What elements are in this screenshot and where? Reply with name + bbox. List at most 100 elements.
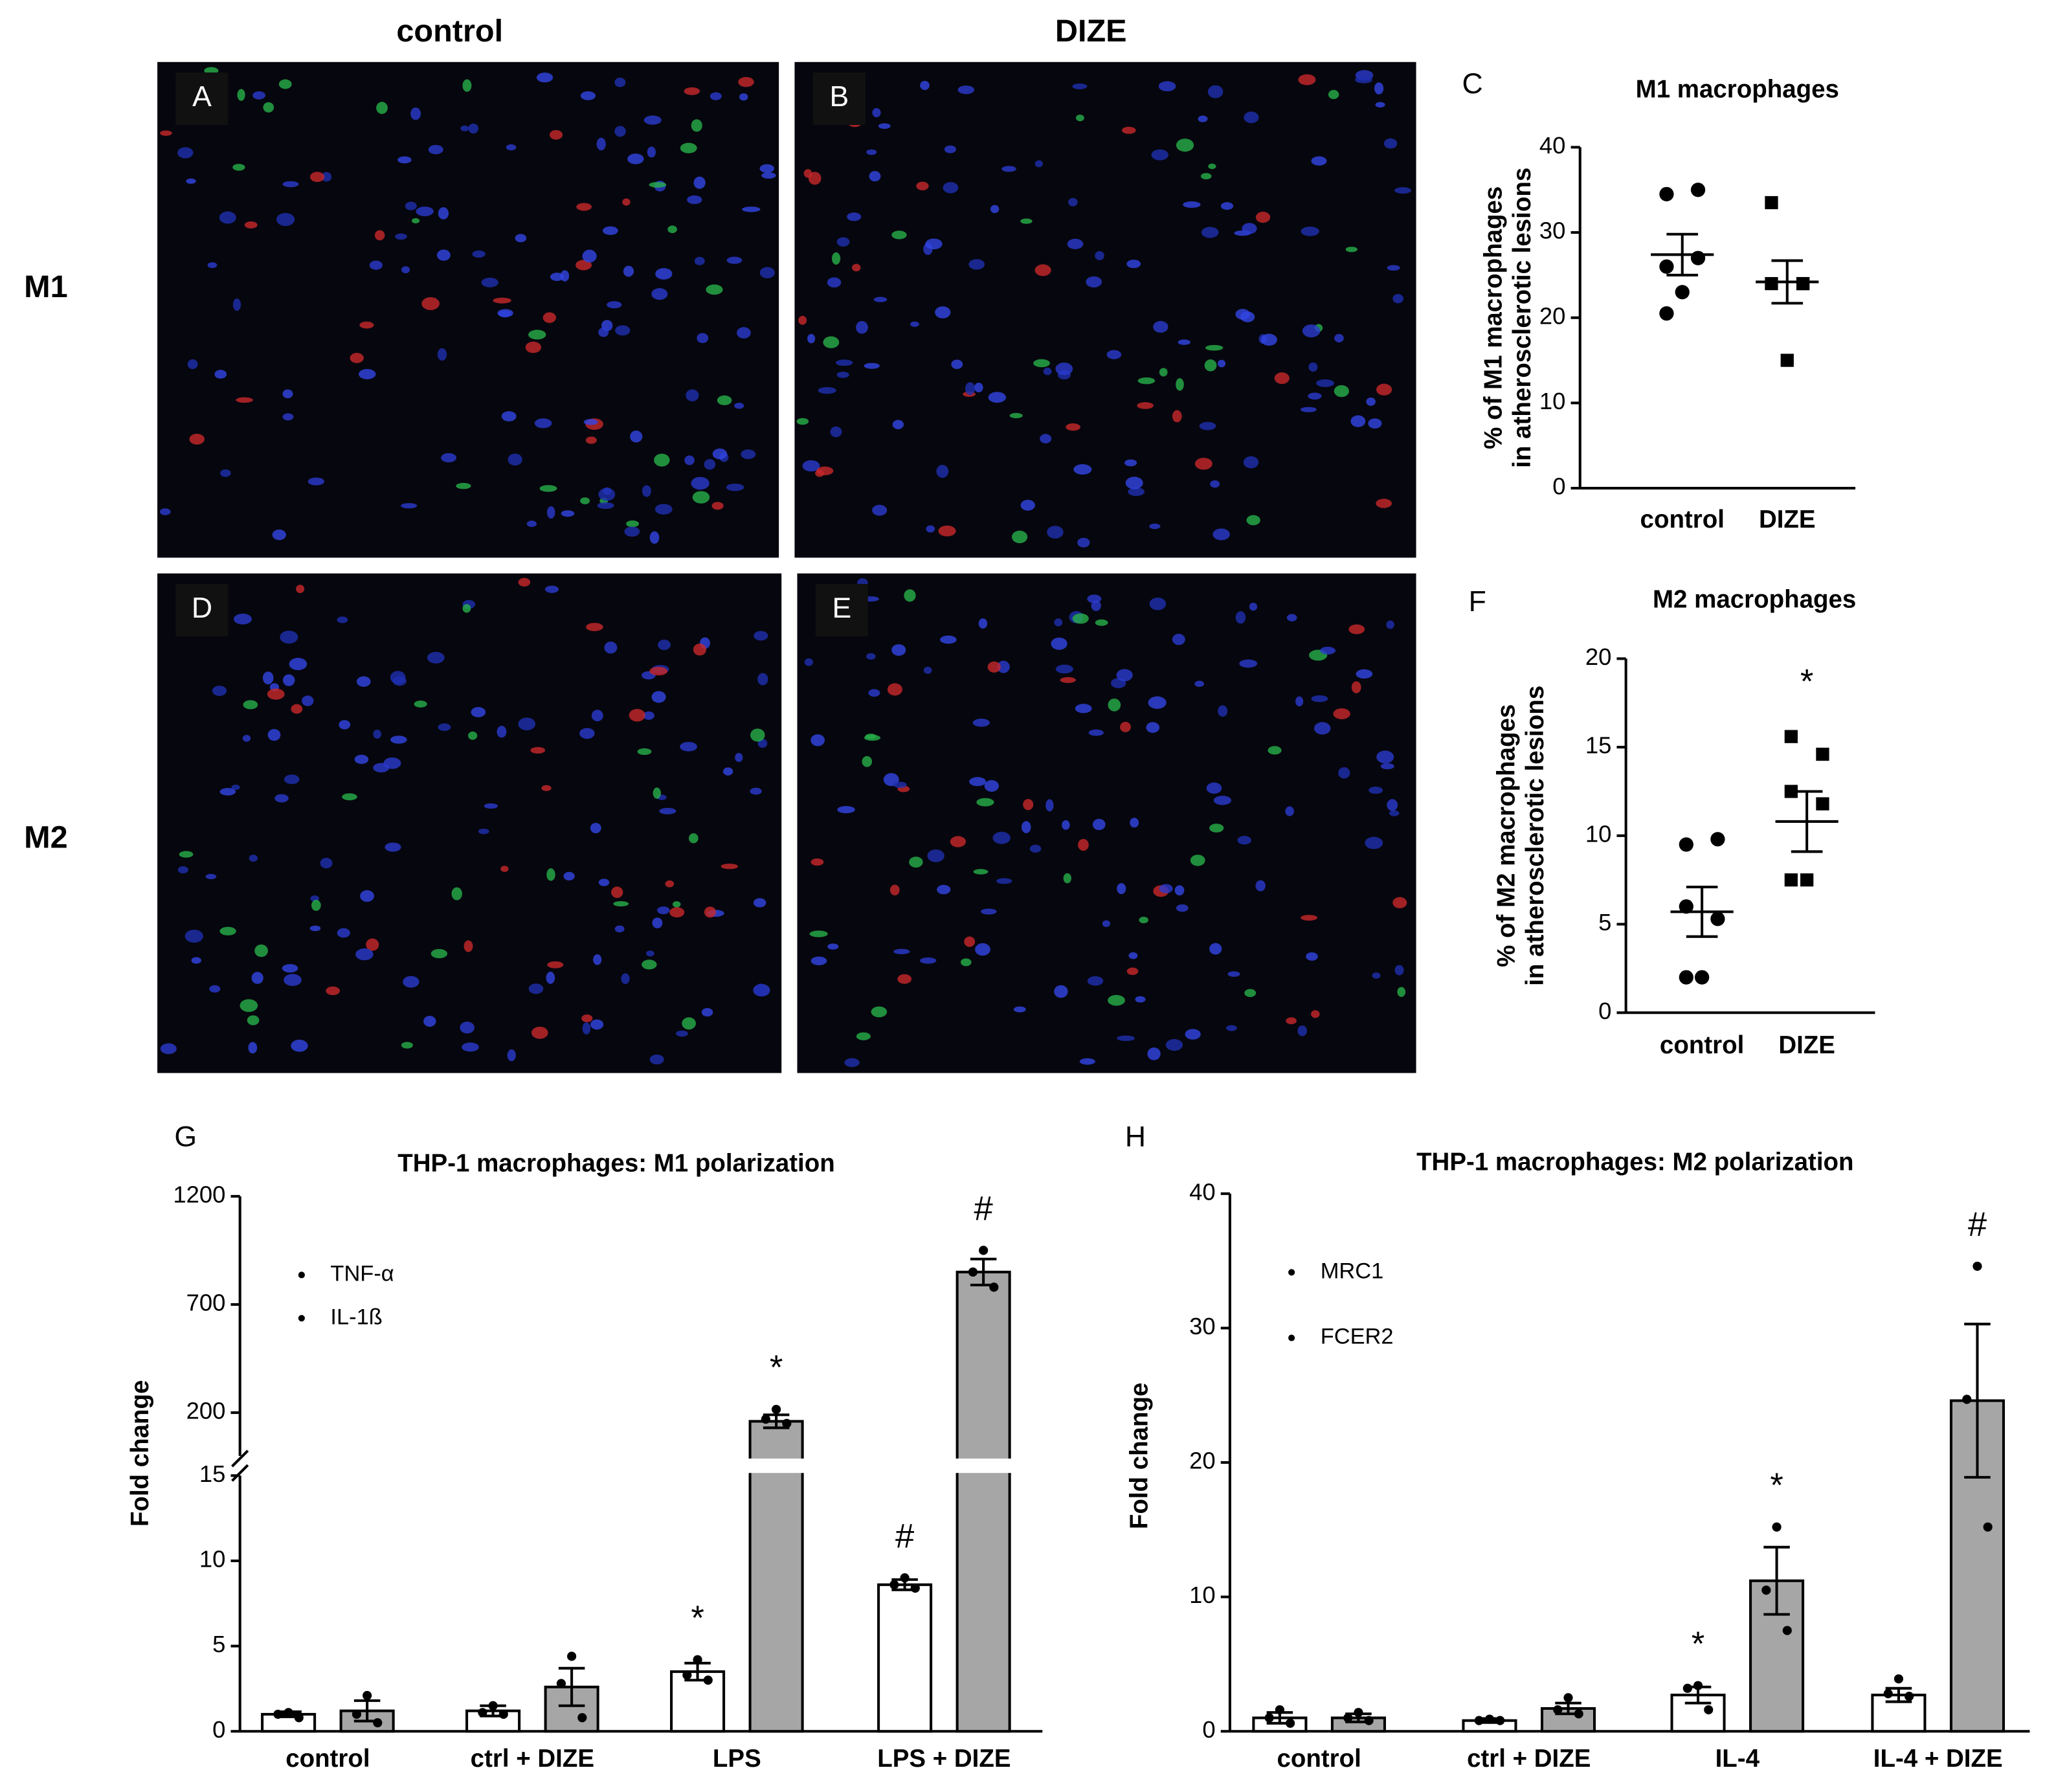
cell bbox=[856, 320, 868, 334]
cell bbox=[534, 418, 552, 429]
cell bbox=[1148, 696, 1167, 709]
cell bbox=[401, 266, 410, 274]
cell bbox=[403, 976, 419, 988]
cell bbox=[596, 137, 606, 151]
cell bbox=[1116, 669, 1133, 682]
cell bbox=[697, 333, 709, 343]
cell bbox=[1380, 763, 1394, 770]
cell bbox=[296, 585, 305, 594]
cell bbox=[836, 237, 850, 247]
cell bbox=[992, 831, 1011, 844]
cell bbox=[1087, 976, 1104, 986]
cell bbox=[1185, 1029, 1201, 1040]
cell bbox=[189, 433, 205, 445]
cell bbox=[893, 948, 910, 954]
cell bbox=[669, 907, 685, 918]
cell bbox=[464, 940, 473, 952]
cell bbox=[691, 476, 710, 490]
cell bbox=[528, 983, 544, 994]
y-tick-label: 10 bbox=[1189, 1582, 1216, 1608]
cell bbox=[1334, 333, 1344, 342]
cell bbox=[739, 93, 748, 101]
y-tick-label: 40 bbox=[1189, 1178, 1216, 1205]
cell bbox=[1348, 624, 1365, 634]
cell bbox=[1151, 149, 1168, 161]
cell bbox=[1351, 681, 1361, 693]
x-tick-label: ctrl + DIZE bbox=[471, 1745, 594, 1773]
cell bbox=[827, 277, 842, 288]
cell bbox=[430, 948, 448, 959]
annotation: * bbox=[1770, 1466, 1783, 1505]
cell bbox=[583, 419, 598, 425]
data-point bbox=[478, 1708, 487, 1718]
cell bbox=[1072, 83, 1088, 89]
panel-letter: F bbox=[1469, 586, 1486, 618]
column-label: DIZE bbox=[1055, 14, 1127, 49]
cell bbox=[649, 531, 660, 544]
cell bbox=[581, 1014, 593, 1022]
cell bbox=[160, 1043, 177, 1055]
y-tick-label: 10 bbox=[1585, 820, 1612, 847]
cell bbox=[526, 521, 537, 527]
cell bbox=[214, 370, 227, 379]
cell bbox=[582, 1022, 591, 1035]
error-bar bbox=[1964, 1323, 1991, 1479]
data-point bbox=[273, 1709, 283, 1719]
micrograph bbox=[157, 573, 782, 1073]
cell bbox=[177, 866, 188, 874]
y-tick-label: 0 bbox=[1202, 1716, 1215, 1743]
cell bbox=[916, 181, 929, 191]
cell bbox=[401, 503, 418, 509]
label-box bbox=[812, 72, 866, 125]
cell bbox=[1235, 309, 1250, 320]
data-point bbox=[1679, 837, 1693, 852]
cell bbox=[1206, 782, 1222, 794]
annotation: # bbox=[1968, 1205, 1987, 1244]
annotation: * bbox=[1800, 663, 1814, 701]
cell bbox=[1149, 597, 1167, 610]
cell bbox=[390, 735, 407, 744]
cell bbox=[710, 92, 722, 100]
legend-label: IL-1ß bbox=[330, 1305, 382, 1329]
bar bbox=[955, 1270, 1011, 1733]
cell bbox=[988, 392, 1007, 403]
cell bbox=[468, 123, 479, 134]
cell bbox=[1120, 721, 1131, 733]
cell bbox=[856, 1032, 871, 1040]
cell bbox=[649, 182, 667, 188]
cell bbox=[1075, 704, 1092, 713]
cell bbox=[672, 901, 681, 908]
cell bbox=[904, 589, 916, 602]
cell bbox=[282, 389, 293, 399]
annotation: # bbox=[895, 1517, 915, 1555]
cell bbox=[735, 753, 743, 763]
cell bbox=[160, 130, 172, 136]
cell bbox=[622, 198, 631, 206]
cell bbox=[973, 869, 989, 875]
cell bbox=[1249, 603, 1258, 611]
data-point bbox=[1343, 1713, 1353, 1723]
cell bbox=[1176, 378, 1184, 391]
data-point bbox=[1761, 1585, 1771, 1595]
data-point bbox=[1796, 276, 1810, 291]
cell bbox=[704, 906, 717, 918]
cell bbox=[802, 460, 820, 472]
data-point bbox=[1693, 1681, 1703, 1690]
cell bbox=[159, 508, 171, 515]
cell bbox=[1350, 415, 1366, 427]
cell bbox=[1311, 1010, 1320, 1018]
cell bbox=[397, 156, 412, 164]
cell bbox=[356, 676, 371, 687]
cell bbox=[940, 635, 957, 644]
cell bbox=[267, 729, 281, 741]
data-point bbox=[284, 1708, 293, 1718]
cell bbox=[759, 164, 775, 173]
cell bbox=[1149, 523, 1161, 530]
cell bbox=[1376, 383, 1392, 396]
cell bbox=[871, 1006, 888, 1018]
cell bbox=[629, 708, 645, 722]
cell bbox=[1394, 965, 1404, 976]
legend-marker bbox=[1288, 1269, 1295, 1276]
cell bbox=[575, 260, 592, 271]
